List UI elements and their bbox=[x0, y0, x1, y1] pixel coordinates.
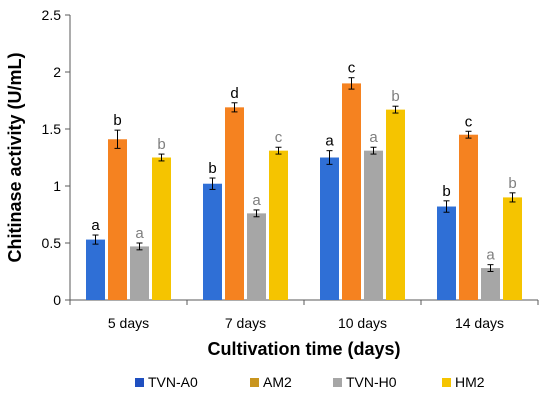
bar-hm2-1 bbox=[269, 150, 288, 300]
bar-tvn-h0-3 bbox=[481, 268, 500, 300]
bar-tvn-h0-1 bbox=[247, 213, 266, 300]
significance-letter: a bbox=[369, 129, 378, 146]
significance-letter: a bbox=[325, 133, 334, 150]
significance-letter: a bbox=[91, 217, 100, 234]
significance-letter: c bbox=[275, 129, 283, 146]
bar-hm2-3 bbox=[503, 197, 522, 300]
x-tick-label: 5 days bbox=[108, 315, 149, 331]
legend-label-tvn-a0: TVN-A0 bbox=[148, 374, 198, 390]
y-tick-label: 1 bbox=[53, 178, 61, 194]
y-tick-label: 2.5 bbox=[42, 7, 62, 23]
significance-letter: b bbox=[157, 136, 165, 153]
bar-am2-1 bbox=[225, 107, 244, 300]
bar-tvn-a0-2 bbox=[320, 157, 339, 300]
significance-letter: a bbox=[135, 225, 144, 242]
bar-hm2-2 bbox=[386, 109, 405, 301]
significance-letter: b bbox=[508, 175, 516, 192]
legend-label-am2: AM2 bbox=[263, 374, 292, 390]
legend-marker-hm2 bbox=[442, 378, 451, 387]
significance-letter: c bbox=[465, 113, 473, 130]
legend-marker-tvn-a0 bbox=[135, 378, 144, 387]
x-tick-label: 7 days bbox=[225, 315, 266, 331]
y-tick-label: 0.5 bbox=[42, 235, 62, 251]
legend-marker-tvn-h0 bbox=[333, 378, 342, 387]
x-axis-title: Cultivation time (days) bbox=[207, 339, 400, 359]
significance-letter: c bbox=[348, 60, 356, 77]
bar-tvn-h0-2 bbox=[364, 150, 383, 300]
significance-letter: d bbox=[230, 85, 238, 102]
y-tick-label: 1.5 bbox=[42, 121, 62, 137]
bar-am2-2 bbox=[342, 83, 361, 301]
significance-letter: a bbox=[252, 192, 261, 209]
significance-letter: b bbox=[391, 88, 399, 105]
bar-tvn-a0-3 bbox=[437, 206, 456, 300]
significance-letter: b bbox=[113, 112, 121, 129]
y-tick-label: 2 bbox=[53, 64, 61, 80]
legend-label-tvn-h0: TVN-H0 bbox=[346, 374, 397, 390]
significance-letter: a bbox=[486, 247, 495, 264]
bar-am2-0 bbox=[108, 139, 127, 300]
x-tick-label: 10 days bbox=[338, 315, 387, 331]
bar-tvn-a0-0 bbox=[86, 239, 105, 300]
legend-label-hm2: HM2 bbox=[455, 374, 485, 390]
bar-tvn-h0-0 bbox=[130, 246, 149, 300]
bar-am2-3 bbox=[459, 134, 478, 300]
bar-tvn-a0-1 bbox=[203, 183, 222, 300]
y-tick-label: 0 bbox=[53, 292, 61, 308]
legend-marker-am2 bbox=[250, 378, 259, 387]
significance-letter: b bbox=[208, 160, 216, 177]
significance-letter: b bbox=[442, 183, 450, 200]
bar-hm2-0 bbox=[152, 157, 171, 300]
y-axis-title: Chitinase activity (U/mL) bbox=[5, 52, 25, 262]
x-tick-label: 14 days bbox=[455, 315, 504, 331]
